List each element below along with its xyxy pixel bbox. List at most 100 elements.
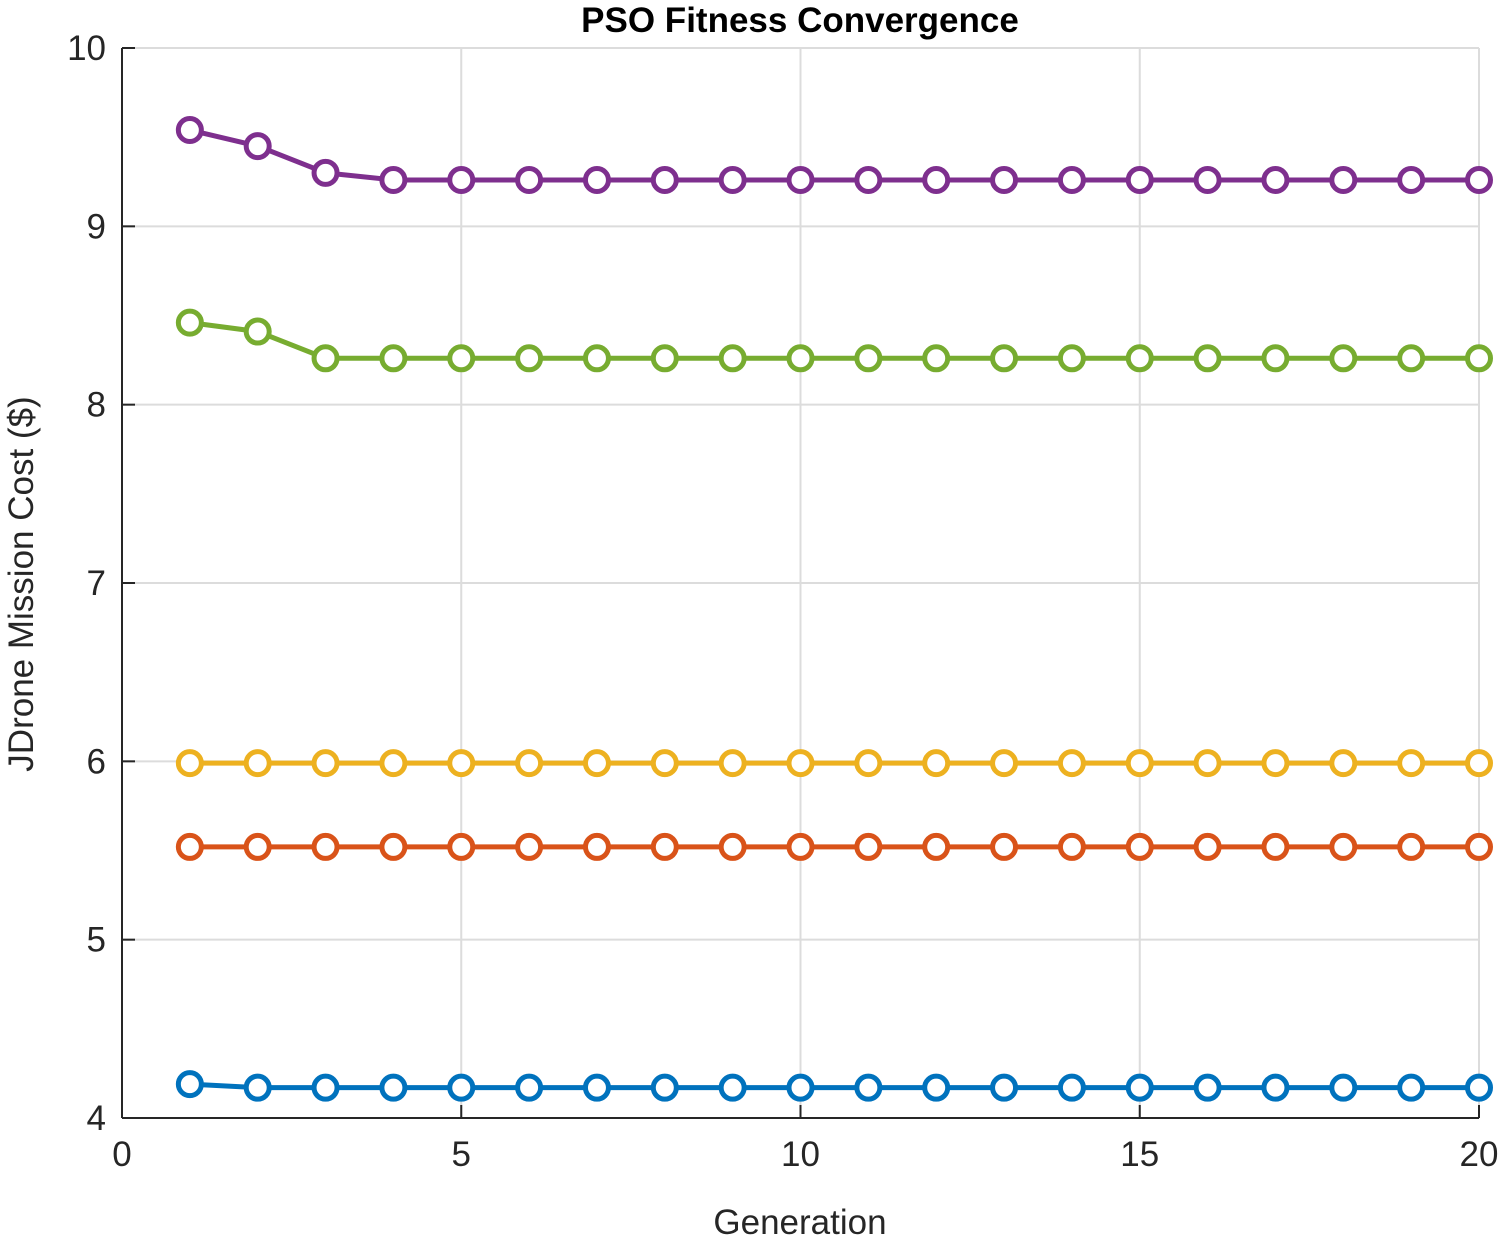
data-point <box>175 832 204 861</box>
data-point <box>922 1073 951 1102</box>
data-point <box>175 308 204 337</box>
data-point <box>515 832 544 861</box>
y-tick-label: 10 <box>67 29 106 68</box>
data-point <box>854 344 883 373</box>
y-tick-label: 8 <box>87 386 106 425</box>
y-tick-label: 7 <box>87 564 106 603</box>
data-point <box>1465 749 1493 778</box>
data-point <box>1193 832 1222 861</box>
data-point <box>379 832 408 861</box>
x-axis-label: Generation <box>713 1203 886 1239</box>
data-point <box>1329 344 1358 373</box>
data-point <box>1261 1073 1290 1102</box>
data-point <box>650 749 679 778</box>
series-1 <box>175 1070 1493 1102</box>
series-2 <box>175 832 1493 861</box>
data-point <box>990 344 1019 373</box>
data-point <box>1397 344 1426 373</box>
data-point <box>447 832 476 861</box>
data-point <box>854 165 883 194</box>
data-point <box>922 832 951 861</box>
data-point <box>311 1073 340 1102</box>
data-point <box>1397 1073 1426 1102</box>
series-layer <box>175 116 1493 1102</box>
data-point <box>922 165 951 194</box>
data-point <box>718 1073 747 1102</box>
data-point <box>990 832 1019 861</box>
data-point <box>1193 165 1222 194</box>
data-point <box>990 1073 1019 1102</box>
data-point <box>1329 165 1358 194</box>
data-point <box>582 344 611 373</box>
y-tick-label: 5 <box>87 921 106 960</box>
data-point <box>922 749 951 778</box>
data-point <box>1465 165 1493 194</box>
data-point <box>243 317 272 346</box>
data-point <box>311 158 340 187</box>
y-tick-label: 6 <box>87 742 106 781</box>
data-point <box>1465 832 1493 861</box>
data-point <box>990 749 1019 778</box>
data-point <box>447 749 476 778</box>
data-point <box>1193 344 1222 373</box>
data-point <box>718 165 747 194</box>
data-point <box>1057 832 1086 861</box>
data-point <box>175 749 204 778</box>
grid <box>122 47 1480 1118</box>
data-point <box>175 116 204 145</box>
data-point <box>1057 344 1086 373</box>
data-point <box>922 344 951 373</box>
data-point <box>515 749 544 778</box>
data-point <box>718 749 747 778</box>
chart-title: PSO Fitness Convergence <box>581 1 1019 40</box>
data-point <box>786 832 815 861</box>
x-tick-label: 20 <box>1460 1135 1499 1174</box>
data-point <box>1261 344 1290 373</box>
data-point <box>786 1073 815 1102</box>
x-tick-label: 0 <box>112 1135 131 1174</box>
data-point <box>1125 1073 1154 1102</box>
data-point <box>582 1073 611 1102</box>
data-point <box>650 832 679 861</box>
x-tick-label: 10 <box>781 1135 820 1174</box>
data-point <box>854 749 883 778</box>
y-tick-label: 4 <box>87 1099 106 1138</box>
series-5 <box>175 308 1493 373</box>
data-point <box>1329 832 1358 861</box>
data-point <box>1125 344 1154 373</box>
y-axis-label: JDrone Mission Cost ($) <box>2 396 41 771</box>
data-point <box>718 344 747 373</box>
data-point <box>1193 1073 1222 1102</box>
data-point <box>582 749 611 778</box>
data-point <box>515 1073 544 1102</box>
data-point <box>379 165 408 194</box>
data-point <box>1465 1073 1493 1102</box>
data-point <box>447 344 476 373</box>
data-point <box>1261 749 1290 778</box>
data-point <box>1261 165 1290 194</box>
data-point <box>854 832 883 861</box>
data-point <box>1057 165 1086 194</box>
data-point <box>786 165 815 194</box>
data-point <box>650 1073 679 1102</box>
data-point <box>175 1070 204 1099</box>
data-point <box>718 832 747 861</box>
ticks: 0 5 10 15 20 4 5 6 7 8 9 10 <box>67 29 1498 1174</box>
y-tick-label: 9 <box>87 207 106 246</box>
data-point <box>379 749 408 778</box>
data-point <box>582 832 611 861</box>
data-point <box>1329 1073 1358 1102</box>
data-point <box>990 165 1019 194</box>
data-point <box>447 1073 476 1102</box>
data-point <box>1397 165 1426 194</box>
data-point <box>1261 832 1290 861</box>
data-point <box>311 832 340 861</box>
data-point <box>1057 749 1086 778</box>
data-point <box>447 165 476 194</box>
x-tick-label: 15 <box>1120 1135 1159 1174</box>
data-point <box>311 749 340 778</box>
data-point <box>515 344 544 373</box>
data-point <box>515 165 544 194</box>
series-4 <box>175 116 1493 194</box>
